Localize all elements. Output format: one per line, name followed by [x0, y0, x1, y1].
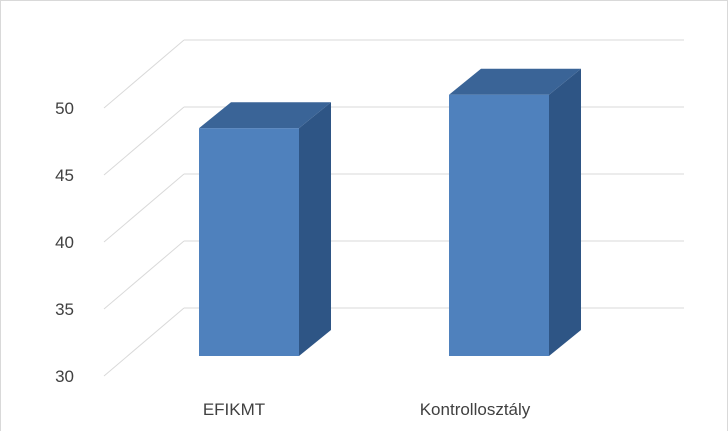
bar-side	[299, 102, 331, 356]
y-axis-ticks: 30 35 40 45 50	[55, 99, 74, 386]
x-category-label: Kontrollosztály	[420, 400, 531, 419]
bar-top	[449, 68, 581, 95]
gridline-diagonal	[103, 173, 185, 243]
bar	[199, 128, 299, 356]
y-tick-label: 40	[55, 233, 74, 252]
bar	[449, 94, 549, 356]
x-category-label: EFIKMT	[203, 400, 265, 419]
x-axis-categories: EFIKMT Kontrollosztály	[203, 400, 531, 419]
gridlines	[103, 39, 684, 377]
gridline-diagonal	[103, 240, 185, 310]
y-tick-label: 35	[55, 300, 74, 319]
gridline-diagonal	[103, 39, 185, 109]
y-tick-label: 45	[55, 166, 74, 185]
gridline-diagonal	[103, 106, 185, 176]
y-tick-label: 50	[55, 99, 74, 118]
bars	[199, 68, 581, 356]
gridline-diagonal	[103, 307, 185, 377]
bar-top	[199, 102, 331, 129]
bar-side	[549, 68, 581, 356]
y-tick-label: 30	[55, 367, 74, 386]
